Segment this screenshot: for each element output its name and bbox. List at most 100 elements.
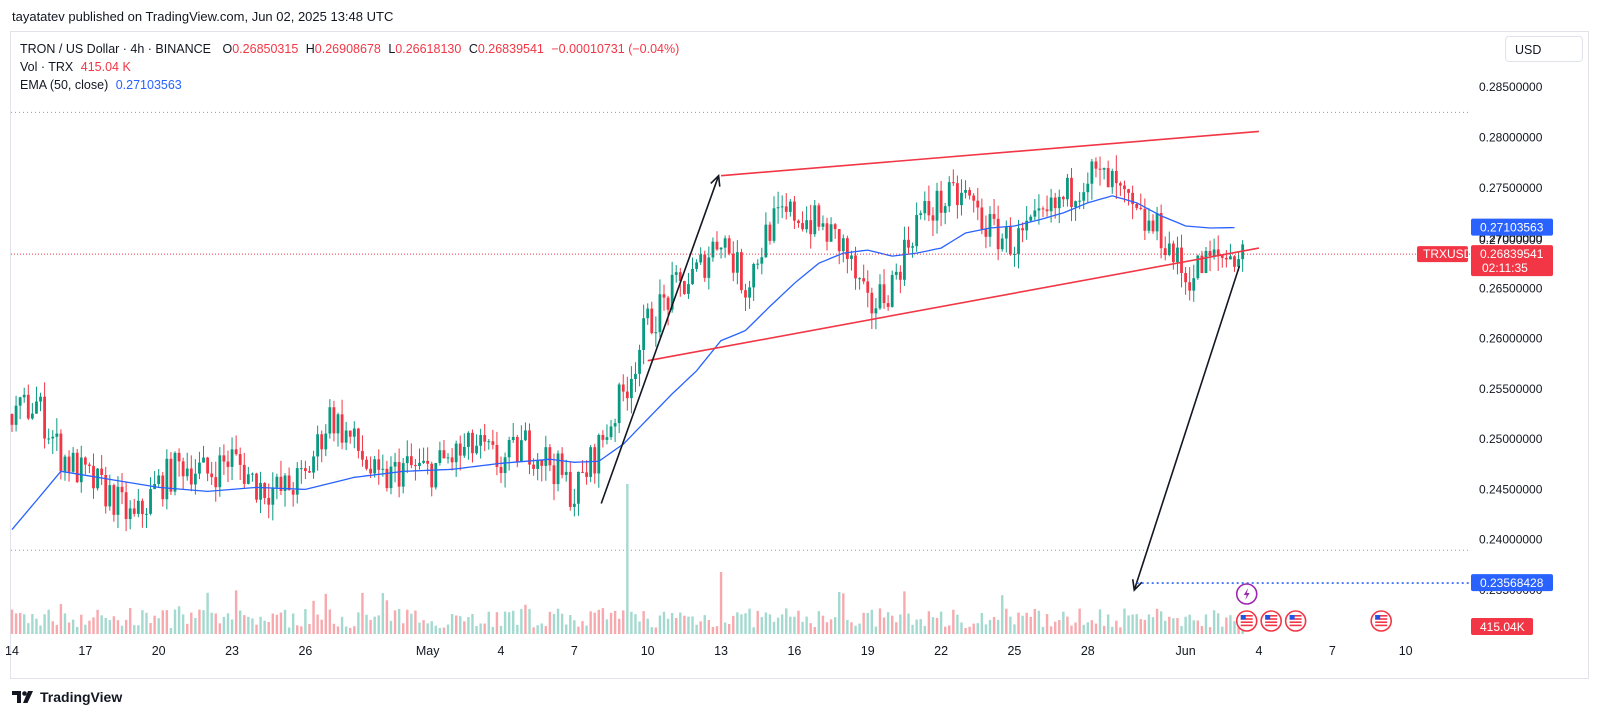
volume-bar [666, 618, 670, 634]
trendline[interactable] [720, 130, 1260, 177]
trendline[interactable] [647, 247, 1260, 362]
candle-body [1000, 238, 1004, 250]
volume-bar [373, 616, 376, 634]
candle-body [646, 308, 650, 319]
volume-bar [349, 627, 352, 634]
volume-bar [972, 623, 975, 634]
candle-body [560, 453, 564, 475]
candle-body [30, 413, 34, 419]
tradingview-logo-icon [12, 691, 33, 703]
volume-bar [1237, 627, 1240, 634]
candle-body [1143, 208, 1147, 231]
candle-body [1176, 247, 1179, 263]
candle-body [841, 238, 845, 252]
volume-bar [222, 616, 226, 634]
close-value: 0.26839541 [477, 42, 544, 56]
candle-body [1090, 161, 1094, 184]
ema-price-tag [1471, 218, 1553, 236]
volume-bar [353, 626, 356, 634]
candle-body [609, 426, 613, 438]
candle-body [577, 471, 580, 504]
ema-label[interactable]: EMA (50, close) [20, 78, 109, 92]
volume-bar [1054, 621, 1057, 634]
lightning-bolt-glyph [1243, 588, 1250, 600]
candle-body [890, 274, 894, 307]
volume-bar [675, 618, 678, 634]
volume-bar [296, 625, 299, 634]
volume-bar [577, 626, 580, 634]
volume-bar [984, 624, 988, 634]
candle-body [613, 423, 617, 427]
candle-body [1237, 259, 1240, 267]
volume-bar [1233, 621, 1236, 634]
volume-tag [1471, 618, 1533, 635]
candle-body [654, 332, 658, 334]
symbol-title[interactable]: TRON / US Dollar · 4h · BINANCE [20, 42, 212, 56]
volume-bar [173, 609, 177, 634]
candle-body [845, 238, 849, 259]
candle-body [1188, 282, 1192, 291]
flag-canton [1265, 615, 1271, 620]
volume-bar [414, 610, 417, 634]
candle-body [499, 466, 503, 474]
volume-bar [935, 617, 939, 634]
candle-body [189, 468, 193, 485]
candle-body [1041, 208, 1045, 210]
volume-bar [324, 593, 327, 634]
trendline[interactable] [1133, 265, 1241, 591]
volume-bar [1102, 625, 1106, 634]
trendline[interactable] [600, 175, 720, 504]
us-flag-event-icon[interactable] [1260, 610, 1282, 632]
volume-bar [320, 619, 323, 634]
candle-body [1159, 213, 1163, 249]
volume-bar [161, 610, 164, 634]
candle-body [788, 201, 792, 212]
candle-body [568, 471, 572, 507]
candle-body [878, 284, 882, 309]
candle-body [22, 394, 26, 398]
candle-body [234, 449, 238, 455]
candle-body [173, 452, 177, 492]
volume-bar [646, 618, 649, 634]
volume-bar [76, 626, 79, 634]
x-tick-label: 25 [1007, 644, 1021, 658]
us-flag-event-icon[interactable] [1370, 610, 1392, 632]
candle-body [682, 281, 686, 294]
volume-bar [976, 623, 979, 634]
volume-bar [968, 626, 971, 634]
volume-bar [907, 613, 910, 634]
candle-body [1053, 197, 1057, 209]
volume-bar [344, 626, 348, 634]
x-tick-label: 10 [1399, 644, 1413, 658]
volume-bar [662, 611, 666, 634]
volume-bar [1009, 616, 1012, 634]
volume-bar [581, 621, 584, 634]
volume-bar [467, 617, 470, 634]
candle-body [1200, 255, 1204, 274]
candle-body [1013, 253, 1016, 255]
volume-bar [365, 614, 368, 634]
candle-body [1114, 171, 1118, 184]
candle-body [625, 391, 629, 399]
candle-body [711, 241, 715, 258]
volume-bar [39, 625, 42, 634]
volume-bar [756, 610, 759, 634]
volume-bar [92, 617, 95, 634]
volume-bar [1090, 620, 1094, 634]
us-flag-event-icon[interactable] [1235, 610, 1258, 632]
volume-bar [1074, 622, 1077, 634]
us-flag-event-icon[interactable] [1284, 610, 1307, 632]
candle-body [907, 239, 910, 248]
x-tick-label: 16 [787, 644, 801, 658]
volume-bar [670, 612, 674, 634]
volume-bar [153, 615, 156, 634]
candle-body [931, 215, 935, 221]
candle-body [507, 440, 511, 458]
volume-bar [267, 622, 270, 634]
volume-bar [275, 614, 279, 634]
volume-label[interactable]: Vol · TRX [20, 60, 74, 74]
currency-button[interactable]: USD [1505, 36, 1583, 62]
flag-stripe [1265, 618, 1278, 620]
high-label: H [305, 42, 315, 56]
